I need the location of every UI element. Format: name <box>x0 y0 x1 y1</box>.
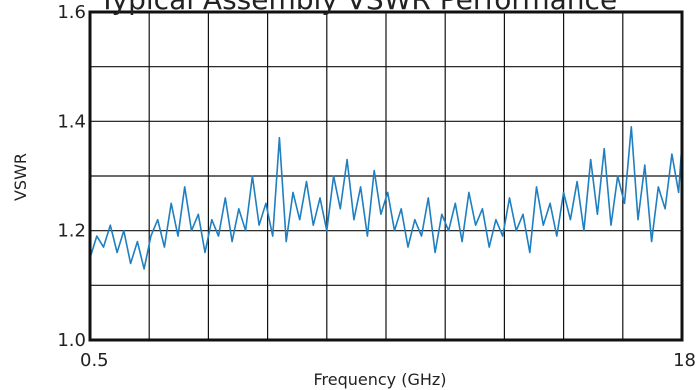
y-tick-label: 1.4 <box>57 111 86 132</box>
tick-labels: 1.0 1.2 1.4 1.6 0.5 18 <box>57 2 696 371</box>
y-tick-label: 1.2 <box>57 221 86 242</box>
x-tick-label: 18 <box>673 350 696 371</box>
chart-title: Typical Assembly VSWR Performance <box>98 0 617 16</box>
y-axis-title: VSWR <box>11 153 30 201</box>
y-tick-label: 1.6 <box>57 2 86 23</box>
vswr-series-line <box>89 126 683 270</box>
plot-frame <box>88 10 684 342</box>
x-axis-title: Frequency (GHz) <box>313 370 446 389</box>
y-tick-label: 1.0 <box>57 330 86 351</box>
x-tick-label: 0.5 <box>80 350 109 371</box>
